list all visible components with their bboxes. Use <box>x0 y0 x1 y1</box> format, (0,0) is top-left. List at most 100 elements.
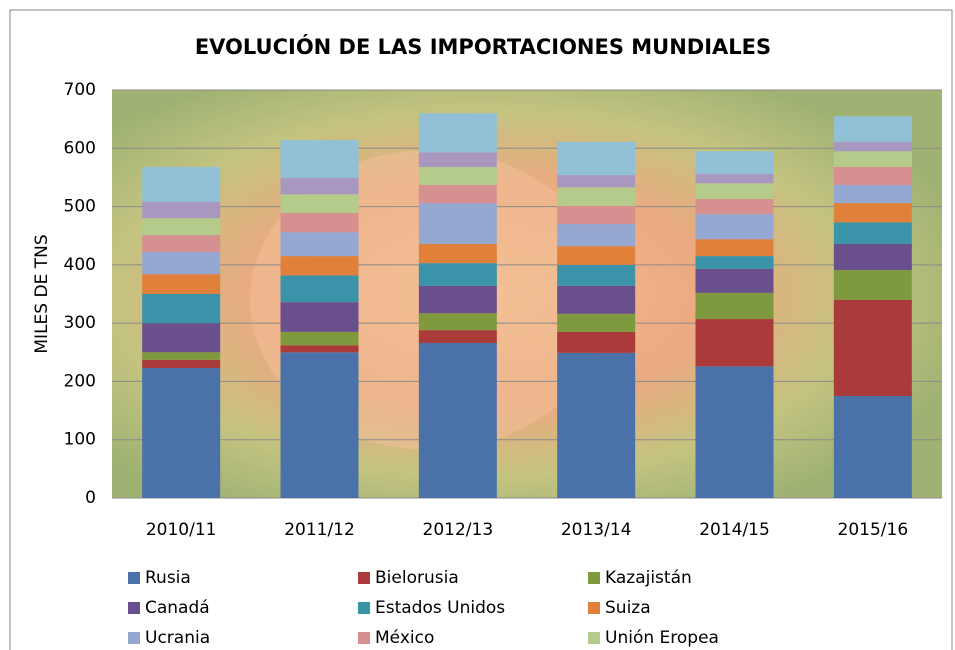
bar-segment <box>281 178 359 194</box>
bar-segment <box>557 332 635 353</box>
bar-segment <box>834 222 912 244</box>
bar-segment <box>834 116 912 142</box>
legend-swatch <box>588 602 600 614</box>
bar-segment <box>281 140 359 178</box>
chart: EVOLUCIÓN DE LAS IMPORTACIONES MUNDIALES… <box>0 0 955 650</box>
y-tick-label: 100 <box>64 430 96 450</box>
bar-segment <box>142 167 220 202</box>
chart-title: EVOLUCIÓN DE LAS IMPORTACIONES MUNDIALES <box>195 34 771 59</box>
bar-segment <box>557 224 635 246</box>
bar-segment <box>696 199 774 214</box>
legend-swatch <box>358 602 370 614</box>
bar-segment <box>142 352 220 360</box>
bar-segment <box>419 313 497 330</box>
bar-segment <box>281 275 359 302</box>
bar-segment <box>696 174 774 183</box>
bar-segment <box>281 256 359 275</box>
bar-segment <box>696 151 774 174</box>
y-axis-label: MILES DE TNS <box>32 234 52 353</box>
legend-swatch <box>588 572 600 584</box>
bar-segment <box>834 151 912 167</box>
legend-swatch <box>358 572 370 584</box>
y-tick-label: 0 <box>85 488 96 508</box>
legend-swatch <box>128 602 140 614</box>
bar-segment <box>696 366 774 498</box>
bar-segment <box>834 300 912 396</box>
legend-label: Canadá <box>145 598 210 618</box>
bar-segment <box>834 270 912 300</box>
bar-segment <box>696 183 774 199</box>
bar-segment <box>281 332 359 345</box>
y-tick-label: 200 <box>64 371 96 391</box>
legend-label: Estados Unidos <box>375 598 505 618</box>
bar-segment <box>834 185 912 203</box>
y-tick-label: 700 <box>64 80 96 100</box>
legend-swatch <box>128 632 140 644</box>
y-tick-label: 400 <box>64 255 96 275</box>
bar-segment <box>696 293 774 319</box>
bar-segment <box>696 214 774 239</box>
y-tick-label: 600 <box>64 138 96 158</box>
bar-segment <box>281 232 359 256</box>
x-tick-label: 2010/11 <box>146 520 217 540</box>
legend-label: México <box>375 628 434 648</box>
bar-segment <box>281 345 359 352</box>
y-tick-label: 500 <box>64 197 96 217</box>
bar-segment <box>834 142 912 151</box>
legend-swatch <box>128 572 140 584</box>
legend-label: Unión Eropea <box>605 628 719 648</box>
bar-segment <box>281 194 359 213</box>
x-tick-label: 2014/15 <box>699 520 770 540</box>
x-tick-label: 2011/12 <box>284 520 355 540</box>
legend-label: Suiza <box>605 598 651 618</box>
bar-segment <box>142 235 220 252</box>
bar-segment <box>696 239 774 256</box>
bar-segment <box>419 113 497 152</box>
bar-segment <box>142 323 220 352</box>
bar-segment <box>557 206 635 224</box>
legend-label: Rusia <box>145 568 191 588</box>
bar-segment <box>557 142 635 175</box>
legend-label: Ucrania <box>145 628 210 648</box>
bar-segment <box>419 244 497 263</box>
bar-segment <box>419 203 497 244</box>
bar-segment <box>142 202 220 218</box>
bar-segment <box>419 152 497 167</box>
bar-segment <box>557 175 635 187</box>
x-tick-label: 2013/14 <box>561 520 632 540</box>
bar-segment <box>696 256 774 269</box>
bar-segment <box>419 343 497 498</box>
bar-segment <box>142 368 220 498</box>
bar-segment <box>419 286 497 313</box>
legend-swatch <box>358 632 370 644</box>
bar-segment <box>696 269 774 293</box>
bar-segment <box>281 302 359 332</box>
bar-segment <box>834 167 912 185</box>
bar-segment <box>557 286 635 314</box>
bar-segment <box>419 263 497 286</box>
bar-segment <box>281 352 359 498</box>
y-tick-label: 300 <box>64 313 96 333</box>
bar-segment <box>834 244 912 270</box>
bar-segment <box>419 167 497 185</box>
x-tick-label: 2015/16 <box>838 520 909 540</box>
bar-segment <box>834 396 912 498</box>
legend-label: Bielorusia <box>375 568 459 588</box>
bar-segment <box>142 274 220 294</box>
bar-segment <box>142 360 220 368</box>
bar-segment <box>142 218 220 235</box>
bar-segment <box>557 187 635 206</box>
bar-segment <box>419 330 497 343</box>
bar-segment <box>281 213 359 232</box>
x-tick-label: 2012/13 <box>423 520 494 540</box>
bar-segment <box>557 265 635 286</box>
bar-segment <box>419 185 497 203</box>
bar-segment <box>696 319 774 366</box>
legend-label: Kazajistán <box>605 568 692 588</box>
bar-segment <box>142 294 220 323</box>
bar-segment <box>557 353 635 498</box>
bar-segment <box>557 314 635 332</box>
bar-segment <box>142 252 220 274</box>
bar-segment <box>834 203 912 222</box>
bar-segment <box>557 246 635 265</box>
